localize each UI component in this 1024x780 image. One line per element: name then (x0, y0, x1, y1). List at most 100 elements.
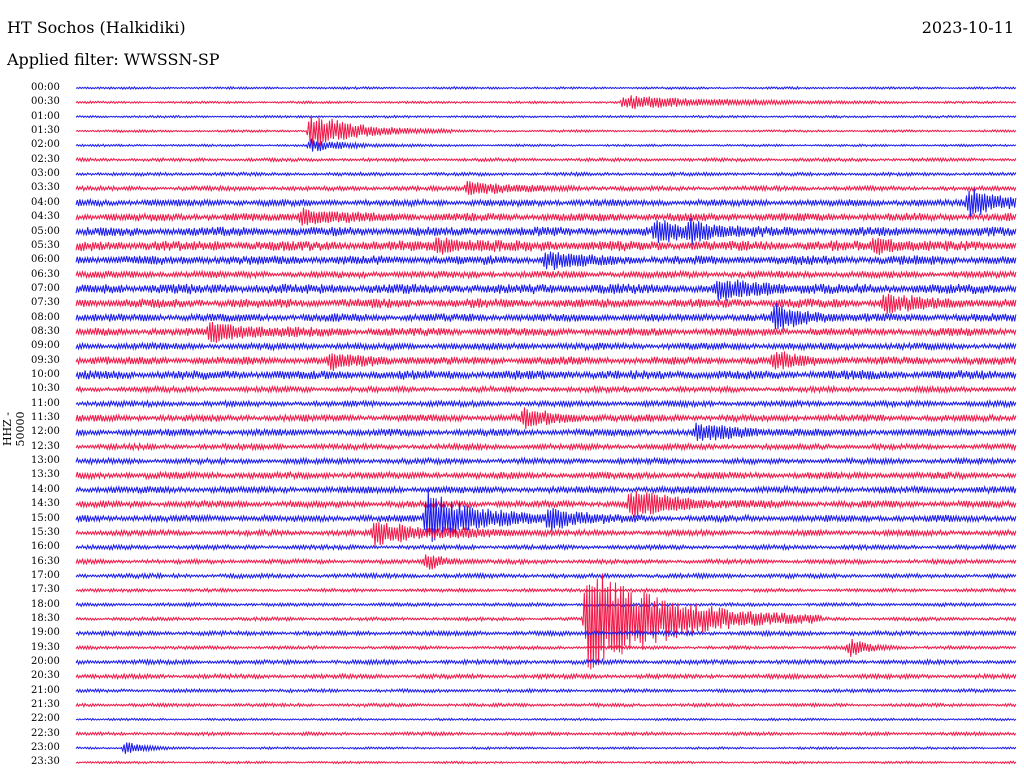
tick-label: 03:00 (31, 168, 60, 180)
station-title: HT Sochos (Halkidiki) (7, 18, 186, 37)
trace-0700 (75, 279, 1017, 301)
trace-2100 (75, 687, 1017, 694)
tick-label: 11:30 (31, 412, 60, 424)
tick-label: 11:00 (31, 397, 60, 409)
trace-0400 (75, 188, 1017, 218)
tick-label: 21:30 (31, 699, 60, 711)
trace-1700 (75, 571, 1017, 580)
trace-0000 (75, 85, 1017, 91)
trace-1600 (75, 543, 1017, 552)
trace-2000 (75, 657, 1017, 667)
tick-label: 21:00 (31, 684, 60, 696)
trace-1500 (75, 489, 1017, 543)
tick-label: 19:30 (31, 641, 60, 653)
tick-label: 00:00 (31, 82, 60, 93)
trace-1030 (75, 384, 1017, 395)
tick-label: 22:00 (31, 713, 60, 725)
trace-2300 (75, 742, 1017, 754)
tick-label: 08:00 (31, 311, 60, 323)
trace-1330 (75, 470, 1017, 481)
trace-0030 (75, 95, 1017, 110)
trace-1530 (75, 522, 1017, 547)
tick-label: 17:30 (31, 584, 60, 596)
tick-label: 06:30 (31, 268, 60, 280)
tick-label: 07:00 (31, 282, 60, 294)
tick-label: 08:30 (31, 325, 60, 337)
tick-label: 13:00 (31, 455, 60, 467)
trace-0130 (75, 115, 1017, 150)
tick-label: 09:30 (31, 354, 60, 366)
filter-label: Applied filter: WWSSN-SP (7, 50, 220, 69)
tick-label: 14:00 (31, 483, 60, 495)
tick-label: 15:00 (31, 512, 60, 524)
trace-0100 (75, 114, 1017, 119)
trace-2330 (75, 760, 1017, 765)
tick-label: 17:00 (31, 569, 60, 581)
tick-label: 01:00 (31, 110, 60, 122)
trace-1400 (75, 484, 1017, 495)
tick-label: 14:30 (31, 498, 60, 510)
tick-label: 18:00 (31, 598, 60, 610)
tick-label: 03:30 (31, 182, 60, 194)
trace-0300 (75, 171, 1017, 178)
trace-0930 (75, 351, 1017, 371)
trace-1230 (75, 441, 1017, 452)
trace-1930 (75, 638, 1017, 658)
trace-1100 (75, 398, 1017, 409)
tick-label: 20:00 (31, 656, 60, 667)
tick-label: 20:30 (31, 670, 60, 682)
trace-2030 (75, 672, 1017, 681)
trace-1900 (75, 629, 1017, 638)
tick-label: 13:30 (31, 469, 60, 481)
tick-label: 23:30 (31, 756, 60, 768)
trace-0730 (75, 293, 1017, 315)
trace-0800 (75, 302, 1017, 330)
tick-label: 15:30 (31, 526, 60, 538)
trace-0830 (75, 321, 1017, 343)
tick-label: 04:30 (31, 211, 60, 223)
tick-label: 02:00 (31, 139, 60, 151)
trace-0200 (75, 138, 1017, 152)
tick-label: 00:30 (31, 96, 60, 108)
trace-0600 (75, 251, 1017, 271)
tick-label: 05:00 (31, 225, 60, 237)
trace-1430 (75, 490, 1017, 518)
tick-label: 06:00 (31, 254, 60, 266)
tick-label: 09:00 (31, 340, 60, 352)
tick-label: 01:30 (31, 125, 60, 137)
trace-1130 (75, 407, 1017, 430)
trace-0430 (75, 207, 1017, 226)
trace-0230 (75, 156, 1017, 163)
trace-2130 (75, 701, 1017, 709)
trace-1000 (75, 369, 1017, 381)
trace-1200 (75, 422, 1017, 441)
tick-label: 18:30 (31, 612, 60, 624)
trace-0900 (75, 341, 1017, 352)
trace-1730 (75, 587, 1017, 594)
tick-label: 16:30 (31, 555, 60, 567)
trace-0330 (75, 181, 1017, 196)
trace-2230 (75, 730, 1017, 737)
tick-label: 10:30 (31, 383, 60, 395)
tick-label: 02:30 (31, 153, 60, 165)
trace-2200 (75, 717, 1017, 722)
trace-0500 (75, 217, 1017, 246)
trace-1800 (75, 601, 1017, 608)
tick-label: 22:30 (31, 727, 60, 739)
tick-label: 10:00 (31, 369, 60, 380)
tick-label: 12:30 (31, 440, 60, 452)
trace-0630 (75, 269, 1017, 280)
record-date: 2023-10-11 (921, 18, 1014, 37)
trace-0530 (75, 237, 1017, 256)
tick-label: 04:00 (31, 196, 60, 208)
tick-label: 07:30 (31, 297, 60, 309)
trace-1830 (75, 573, 1017, 670)
trace-1300 (75, 456, 1017, 466)
tick-label: 12:00 (31, 426, 60, 438)
tick-label: 16:00 (31, 541, 60, 553)
trace-1630 (75, 554, 1017, 570)
tick-label: 23:00 (31, 742, 60, 754)
tick-label: 05:30 (31, 239, 60, 251)
tick-label: 19:00 (31, 627, 60, 639)
